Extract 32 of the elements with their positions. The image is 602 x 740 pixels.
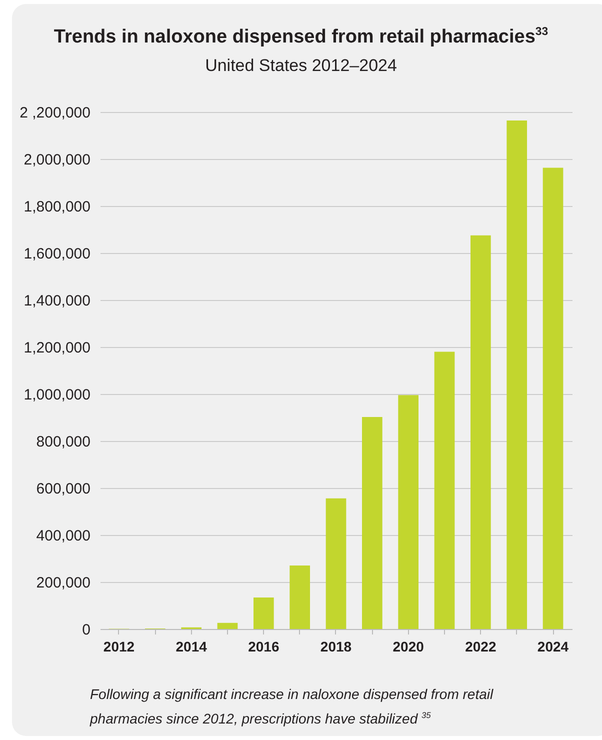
bar (506, 120, 528, 629)
bar (362, 417, 382, 629)
x-tick-label: 2016 (248, 638, 280, 654)
x-tick-label: 2014 (176, 638, 208, 654)
y-tick-label: 200,000 (36, 574, 90, 592)
y-tick-label: 0 (82, 622, 90, 638)
x-tick-label: 2022 (465, 638, 496, 654)
x-tick-label: 2024 (537, 638, 569, 654)
y-tick-label: 1,400,000 (24, 292, 90, 310)
y-tick-label: 400,000 (36, 528, 90, 544)
x-tick-label: 2012 (103, 638, 135, 654)
y-tick-label: 2 ,200,000 (20, 104, 90, 122)
text: Following a significant increase in naloxone dispensed from retail pharmacies since 2012, prescriptions have stabilized $^{35}$ (90, 685, 494, 729)
bar (470, 235, 491, 629)
chart-title: Trends in naloxone dispensed from retail pharmacies$^{33}$ (52, 26, 550, 48)
y-tick-label: 1,600,000 (24, 246, 90, 262)
bar (398, 395, 419, 629)
bar (326, 498, 346, 629)
bar (253, 598, 274, 629)
y-tick-label: 1,000,000 (24, 386, 90, 404)
y-tick-label: 600,000 (36, 480, 90, 498)
y-tick-label: 1,200,000 (24, 340, 90, 356)
bar (542, 168, 564, 629)
x-tick-label: 2018 (320, 638, 352, 654)
bar (290, 566, 310, 629)
y-tick-label: 800,000 (36, 434, 90, 450)
bar (434, 352, 455, 629)
bar (217, 622, 238, 629)
chart-subtitle: United States 2012–2024 (204, 56, 398, 76)
y-tick-label: 1,800,000 (24, 198, 90, 216)
x-tick-label: 2020 (392, 638, 424, 654)
y-tick-label: 2,000,000 (24, 152, 90, 168)
